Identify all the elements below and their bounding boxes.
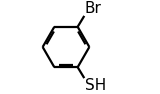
Text: Br: Br xyxy=(85,0,102,16)
Text: SH: SH xyxy=(85,78,106,94)
